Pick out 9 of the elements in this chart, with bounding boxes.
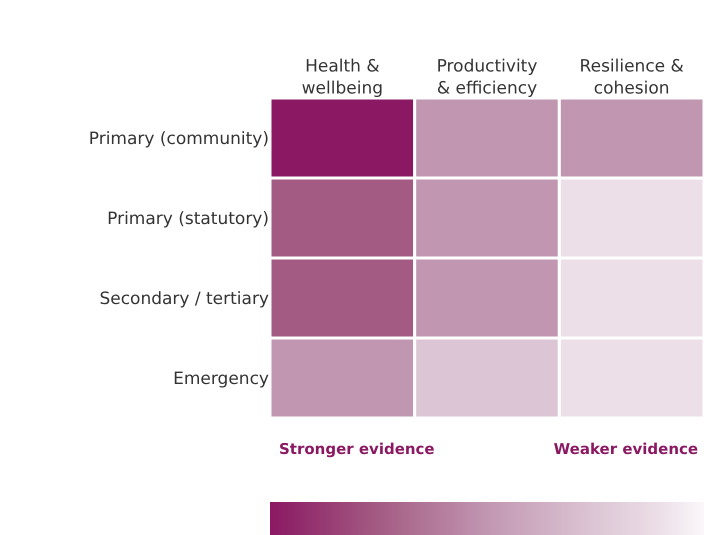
y-tick-label: Primary (statutory) xyxy=(107,208,269,229)
y-tick-label: Secondary / tertiary xyxy=(99,288,269,309)
x-tick-label: Health & wellbeing xyxy=(302,56,384,99)
x-tick-label: Resilience & cohesion xyxy=(580,56,684,99)
color-bar-label: Weaker evidence xyxy=(554,440,698,458)
x-tick-label: Productivity & efficiency xyxy=(436,56,538,99)
y-tick-label: Emergency xyxy=(173,368,269,389)
color-bar-label: Stronger evidence xyxy=(278,440,435,458)
y-tick-label: Primary (community) xyxy=(88,128,269,149)
